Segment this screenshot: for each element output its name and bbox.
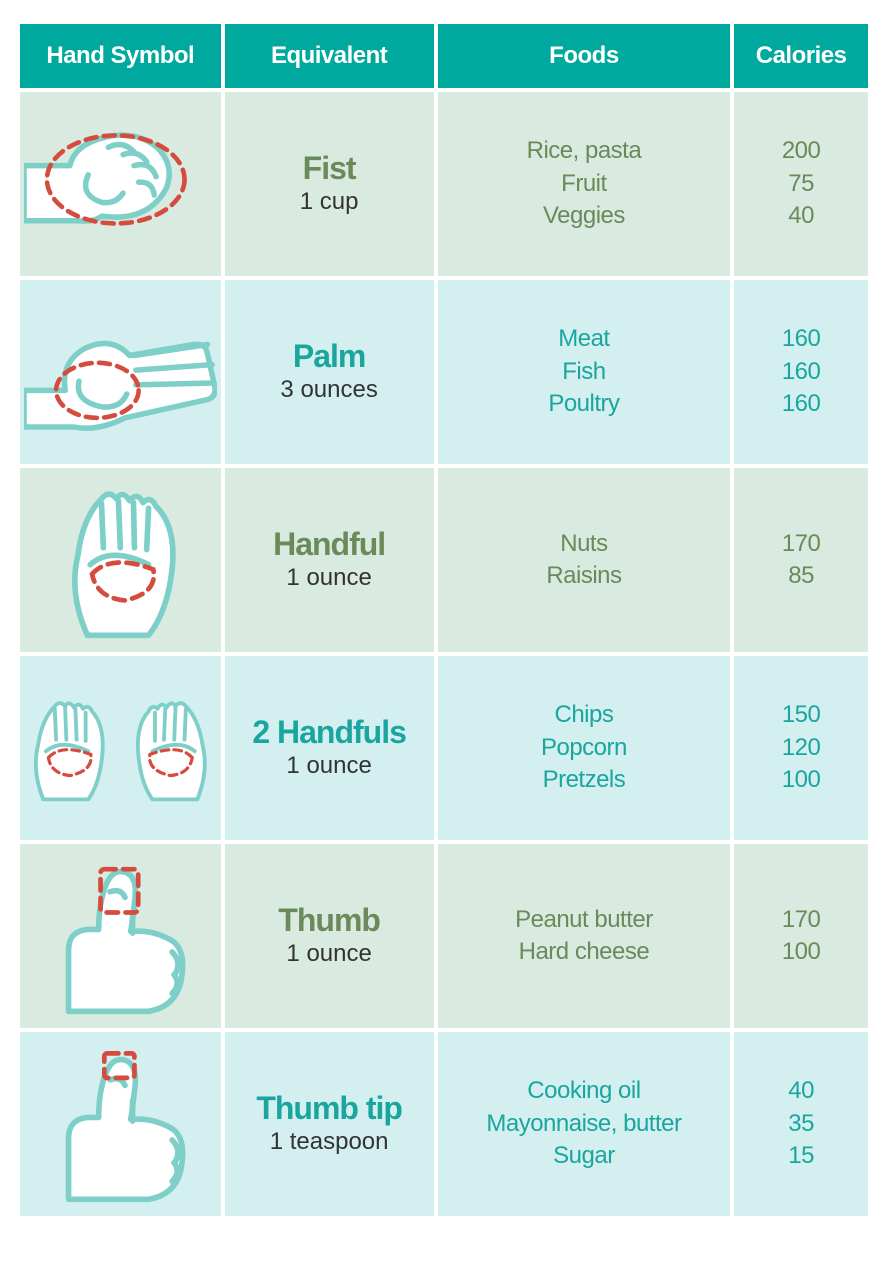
calorie-value: 160 (738, 388, 864, 420)
equivalent-measure: 1 ounce (229, 940, 430, 968)
calories-cell: 150120100 (734, 656, 868, 840)
equivalent-cell: Thumb tip1 teaspoon (225, 1032, 434, 1216)
calorie-value: 200 (738, 135, 864, 167)
equivalent-cell: Palm3 ounces (225, 280, 434, 464)
calories-cell: 2007540 (734, 92, 868, 276)
food-item: Sugar (442, 1140, 727, 1172)
table-row: Fist1 cupRice, pastaFruitVeggies2007540 (20, 92, 868, 276)
two-handfuls-icon (20, 656, 221, 840)
col-header-calories: Calories (734, 24, 868, 88)
equivalent-measure: 3 ounces (229, 376, 430, 404)
equivalent-name: 2 Handfuls (229, 716, 430, 750)
table-row: Handful1 ounceNutsRaisins17085 (20, 468, 868, 652)
food-item: Meat (442, 323, 727, 355)
equivalent-measure: 1 ounce (229, 752, 430, 780)
food-item: Pretzels (442, 764, 727, 796)
equivalent-measure: 1 teaspoon (229, 1128, 430, 1156)
equivalent-name: Palm (229, 340, 430, 374)
fist-icon (20, 92, 221, 276)
food-item: Peanut butter (442, 904, 727, 936)
calories-cell: 17085 (734, 468, 868, 652)
table-row: 2 Handfuls1 ounceChipsPopcornPretzels150… (20, 656, 868, 840)
equivalent-name: Handful (229, 528, 430, 562)
equivalent-name: Fist (229, 152, 430, 186)
food-item: Mayonnaise, butter (442, 1108, 727, 1140)
calorie-value: 40 (738, 200, 864, 232)
table-row: Thumb tip1 teaspoonCooking oilMayonnaise… (20, 1032, 868, 1216)
calorie-value: 160 (738, 323, 864, 355)
food-item: Chips (442, 699, 727, 731)
equivalent-name: Thumb tip (229, 1092, 430, 1126)
food-item: Hard cheese (442, 936, 727, 968)
food-item: Raisins (442, 560, 727, 592)
calorie-value: 120 (738, 732, 864, 764)
equivalent-measure: 1 cup (229, 188, 430, 216)
handful-icon (20, 468, 221, 652)
food-item: Poultry (442, 388, 727, 420)
calorie-value: 100 (738, 936, 864, 968)
calorie-value: 35 (738, 1108, 864, 1140)
equivalent-measure: 1 ounce (229, 564, 430, 592)
col-header-foods: Foods (438, 24, 731, 88)
equivalent-cell: Thumb1 ounce (225, 844, 434, 1028)
equivalent-cell: Fist1 cup (225, 92, 434, 276)
calorie-value: 15 (738, 1140, 864, 1172)
table-row: Thumb1 ouncePeanut butterHard cheese1701… (20, 844, 868, 1028)
foods-cell: Rice, pastaFruitVeggies (438, 92, 731, 276)
portion-table: Hand Symbol Equivalent Foods Calories Fi… (16, 20, 872, 1220)
foods-cell: ChipsPopcornPretzels (438, 656, 731, 840)
foods-cell: MeatFishPoultry (438, 280, 731, 464)
thumb-icon (20, 844, 221, 1028)
foods-cell: Peanut butterHard cheese (438, 844, 731, 1028)
calorie-value: 170 (738, 904, 864, 936)
calorie-value: 170 (738, 528, 864, 560)
calorie-value: 100 (738, 764, 864, 796)
calorie-value: 40 (738, 1075, 864, 1107)
food-item: Cooking oil (442, 1075, 727, 1107)
col-header-equiv: Equivalent (225, 24, 434, 88)
calorie-value: 75 (738, 168, 864, 200)
food-item: Fruit (442, 168, 727, 200)
palm-icon (20, 280, 221, 464)
thumb-tip-icon (20, 1032, 221, 1216)
food-item: Veggies (442, 200, 727, 232)
calorie-value: 85 (738, 560, 864, 592)
calories-cell: 170100 (734, 844, 868, 1028)
foods-cell: NutsRaisins (438, 468, 731, 652)
foods-cell: Cooking oilMayonnaise, butterSugar (438, 1032, 731, 1216)
calorie-value: 150 (738, 699, 864, 731)
col-header-hand: Hand Symbol (20, 24, 221, 88)
equivalent-name: Thumb (229, 904, 430, 938)
food-item: Popcorn (442, 732, 727, 764)
calorie-value: 160 (738, 356, 864, 388)
calories-cell: 160160160 (734, 280, 868, 464)
equivalent-cell: Handful1 ounce (225, 468, 434, 652)
table-header-row: Hand Symbol Equivalent Foods Calories (20, 24, 868, 88)
equivalent-cell: 2 Handfuls1 ounce (225, 656, 434, 840)
table-row: Palm3 ouncesMeatFishPoultry160160160 (20, 280, 868, 464)
food-item: Fish (442, 356, 727, 388)
food-item: Rice, pasta (442, 135, 727, 167)
calories-cell: 403515 (734, 1032, 868, 1216)
food-item: Nuts (442, 528, 727, 560)
